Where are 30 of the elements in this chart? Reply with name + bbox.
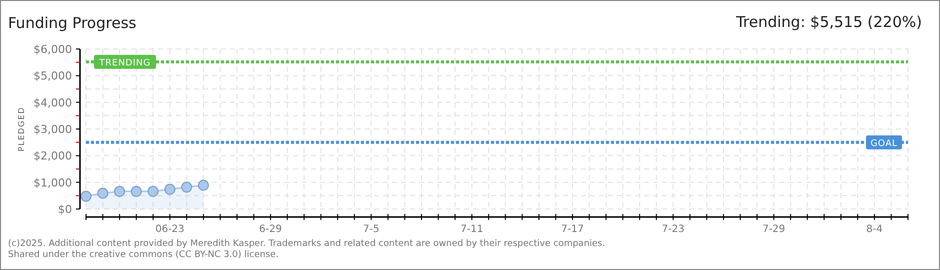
y-tick-label: $6,000 (34, 43, 72, 56)
point (181, 182, 192, 193)
x-tick-label: 7-17 (561, 224, 584, 235)
x-tick-label: 6-29 (259, 224, 282, 235)
point (80, 190, 92, 202)
x-tick-label: 06-23 (155, 224, 184, 235)
text: Shared under the creative commons (CC BY-NC 3.0) license. (8, 250, 279, 260)
y-tick-label: $3,000 (34, 123, 72, 136)
x-tick-label: 8-4 (866, 224, 883, 235)
y-tick-label: $2,000 (34, 150, 72, 163)
y-axis-title: PLEDGED (17, 106, 26, 152)
point (148, 186, 159, 197)
y-tick-label: $4,000 (34, 96, 72, 110)
point (130, 186, 142, 197)
x-tick-label: 7-5 (363, 224, 380, 235)
chart-subtitle: Trending: $5,515 (220%) (735, 13, 922, 31)
y-tick-label: $5,000 (34, 70, 72, 83)
ref-line-label: GOAL (870, 138, 898, 149)
ref-line-label: TRENDING (98, 58, 151, 68)
chart-title: Funding Progress (8, 14, 137, 32)
point (198, 180, 209, 191)
point (97, 188, 108, 199)
point (164, 184, 176, 195)
x-tick-label: 7-23 (662, 224, 684, 235)
y-tick-label: $1,000 (34, 176, 72, 190)
point (114, 186, 126, 197)
x-tick-label: 7-11 (460, 224, 484, 235)
y-tick-label: $0 (58, 203, 72, 216)
x-tick-label: 7-29 (762, 224, 786, 235)
text: (c)2025. Additional content provided by Meredith Kasper. Trademarks and related content are owned by their respective companies. (8, 239, 606, 249)
